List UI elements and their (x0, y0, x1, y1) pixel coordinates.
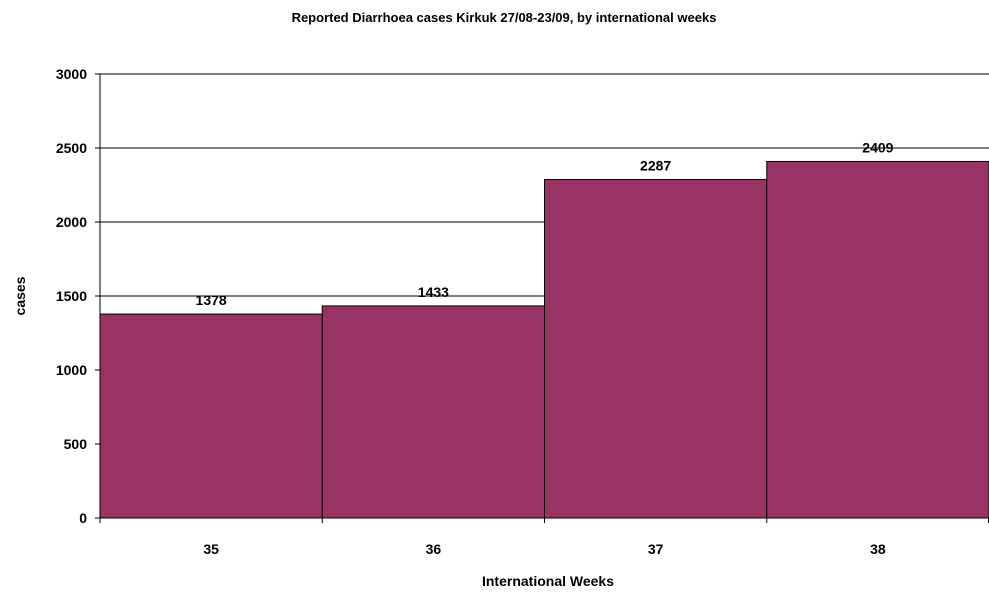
y-tick-labels: 0 500 1000 1500 2000 2500 3000 (56, 66, 87, 526)
axes (95, 73, 989, 523)
data-label: 2287 (640, 158, 671, 174)
x-tick-labels: 35 36 37 38 (203, 541, 886, 557)
bar-37 (544, 179, 768, 519)
y-axis-title: cases (12, 276, 28, 315)
x-axis-title: International Weeks (482, 573, 614, 589)
y-tick-label: 3000 (56, 66, 87, 82)
x-tick-label: 35 (203, 541, 219, 557)
data-labels: 1378 1433 2287 2409 (196, 139, 894, 308)
x-tick-label: 38 (870, 541, 886, 557)
y-tick-label: 0 (79, 510, 87, 526)
chart-title: Reported Diarrhoea cases Kirkuk 27/08-23… (292, 10, 717, 25)
bar-35 (99, 313, 323, 519)
y-tick-label: 2000 (56, 214, 87, 230)
data-label: 1378 (196, 292, 227, 308)
data-label: 1433 (418, 284, 449, 300)
y-tick-label: 1500 (56, 288, 87, 304)
x-tick-label: 36 (426, 541, 442, 557)
data-label: 2409 (862, 139, 893, 155)
bar-36 (321, 305, 545, 519)
y-tick-label: 500 (64, 436, 88, 452)
x-tick-label: 37 (648, 541, 664, 557)
bars (99, 160, 989, 519)
bar-38 (766, 160, 989, 519)
y-tick-label: 2500 (56, 140, 87, 156)
y-tick-label: 1000 (56, 362, 87, 378)
